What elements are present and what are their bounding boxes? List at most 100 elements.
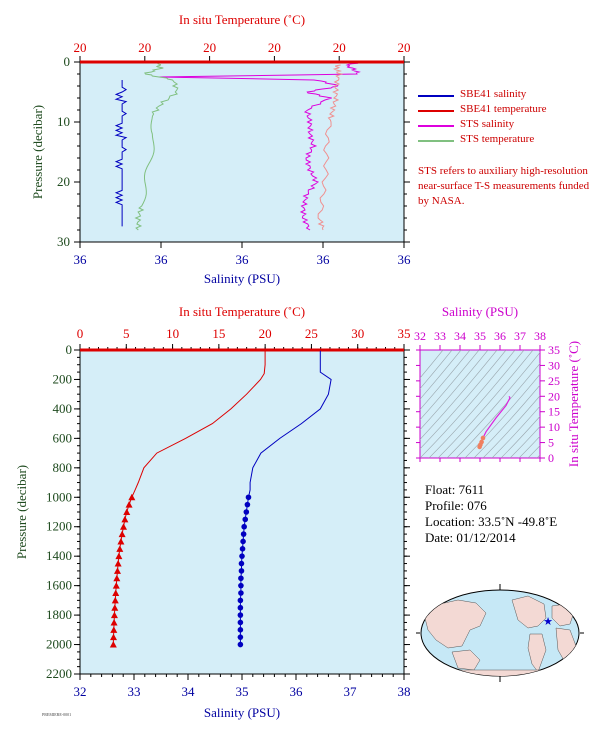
legend-label: STS salinity xyxy=(460,118,515,130)
temperature-point xyxy=(123,508,131,515)
map-asia xyxy=(423,599,487,649)
main-salinity-tick-label: 35 xyxy=(236,684,249,699)
main-pressure-tick-label: 800 xyxy=(53,460,73,475)
ts-salinity-tick-label: 36 xyxy=(494,329,506,343)
ts-plot-area xyxy=(419,349,541,459)
salinity-point xyxy=(244,501,251,508)
salinity-point xyxy=(243,509,250,515)
top-pressure-tick-label: 10 xyxy=(57,114,70,129)
top-temperature-tick-label: 20 xyxy=(203,40,216,55)
temperature-point xyxy=(113,574,121,582)
main-temperature-tick-label: 0 xyxy=(77,326,84,341)
top-tick-marks xyxy=(74,56,410,248)
main-pressure-tick-label: 1800 xyxy=(46,607,72,622)
salinity-point xyxy=(245,494,252,501)
temperature-point xyxy=(110,611,118,619)
density-contour xyxy=(464,373,540,458)
footer-code: PREMIERE-0001 xyxy=(42,712,72,717)
density-contour xyxy=(420,350,516,458)
near-surface-panel: In situ Temperature (˚C) 20 20 20 20 20 20 36… xyxy=(30,12,411,286)
ts-point xyxy=(477,444,482,450)
legend-entry: SBE41 temperature xyxy=(418,103,598,118)
legend-label: STS temperature xyxy=(460,133,535,145)
main-pressure-tick-label: 2000 xyxy=(46,637,72,652)
temperature-point xyxy=(116,545,124,552)
legend-entry: SBE41 salinity xyxy=(418,88,598,103)
legend-entry: STS salinity xyxy=(418,118,598,133)
top-series-line-0 xyxy=(114,80,128,227)
density-contour xyxy=(420,350,471,411)
density-contour xyxy=(527,445,540,458)
ts-salinity-axis-title: Salinity (PSU) xyxy=(442,304,518,319)
main-plot-area xyxy=(79,349,405,675)
temperature-point xyxy=(111,604,119,611)
top-salinity-tick-label: 36 xyxy=(74,252,88,267)
legend-label: SBE41 salinity xyxy=(460,88,527,100)
top-salinity-tick-label: 36 xyxy=(236,252,250,267)
ts-salinity-tick-label: 37 xyxy=(514,329,526,343)
profile-number: Profile: 076 xyxy=(425,498,487,513)
ts-salinity-tick-label: 32 xyxy=(414,329,426,343)
ts-salinity-tick-label: 35 xyxy=(474,329,486,343)
top-temperature-tick-label: 20 xyxy=(74,40,87,55)
salinity-point xyxy=(237,634,244,640)
salinity-point xyxy=(237,641,244,648)
main-temperature-tick-label: 35 xyxy=(398,326,411,341)
ts-temperature-tick-label: 0 xyxy=(548,451,554,465)
density-contour xyxy=(428,350,525,458)
main-temperature-tick-label: 20 xyxy=(259,326,272,341)
salinity-point xyxy=(237,597,244,604)
density-contour xyxy=(420,350,453,390)
legend-entry: STS temperature xyxy=(418,133,598,148)
top-pressure-axis-title: Pressure (decibar) xyxy=(30,105,45,199)
main-tick-marks xyxy=(74,344,410,680)
main-salinity-tick-label: 38 xyxy=(398,684,411,699)
legend-swatch-sbe41-salinity xyxy=(418,95,454,97)
top-salinity-tick-label: 36 xyxy=(155,252,169,267)
date: Date: 01/12/2014 xyxy=(425,530,516,545)
main-pressure-tick-label: 0 xyxy=(66,342,73,357)
density-contour xyxy=(420,350,462,400)
top-pressure-tick-label: 0 xyxy=(64,54,71,69)
salinity-point xyxy=(242,516,249,523)
main-pressure-tick-label: 1000 xyxy=(46,489,72,504)
temperature-point xyxy=(111,596,119,604)
temperature-point xyxy=(120,523,128,530)
main-temperature-tick-label: 10 xyxy=(166,326,179,341)
density-contour xyxy=(437,350,534,458)
density-contour xyxy=(491,405,540,458)
density-contour xyxy=(518,435,540,458)
main-pressure-tick-label: 1200 xyxy=(46,519,72,534)
temperature-point xyxy=(112,582,120,589)
ts-temperature-tick-label: 10 xyxy=(548,420,560,434)
salinity-point xyxy=(238,560,245,567)
top-series-line-1 xyxy=(158,62,361,231)
top-salinity-axis-title: Salinity (PSU) xyxy=(204,271,280,286)
legend-swatch-sts-temperature xyxy=(418,140,454,142)
density-contour xyxy=(420,350,480,421)
legend-swatch-sbe41-temperature xyxy=(418,110,454,112)
top-series-line-3 xyxy=(317,64,344,231)
temperature-point xyxy=(115,552,123,560)
main-pressure-tick-label: 600 xyxy=(53,430,73,445)
top-temperature-tick-label: 20 xyxy=(333,40,346,55)
main-temperature-tick-labels: 0 5 10 15 20 25 30 35 xyxy=(77,326,411,341)
ts-temperature-tick-label: 30 xyxy=(548,358,560,372)
salinity-point xyxy=(238,568,245,574)
ts-temperature-tick-label: 20 xyxy=(548,389,560,403)
main-salinity-tick-label: 32 xyxy=(74,684,87,699)
density-contour xyxy=(420,350,489,431)
top-pressure-tick-label: 30 xyxy=(57,234,70,249)
salinity-point xyxy=(237,619,244,626)
float-id: Float: 7611 xyxy=(425,482,485,497)
ts-point xyxy=(480,435,486,441)
density-contour xyxy=(420,350,507,450)
main-pressure-axis-title: Pressure (decibar) xyxy=(14,465,29,559)
density-contour xyxy=(420,350,498,440)
ts-temperature-tick-label: 35 xyxy=(548,343,560,357)
map-australia xyxy=(451,649,481,671)
salinity-point xyxy=(240,538,246,545)
temperature-point xyxy=(117,537,125,545)
